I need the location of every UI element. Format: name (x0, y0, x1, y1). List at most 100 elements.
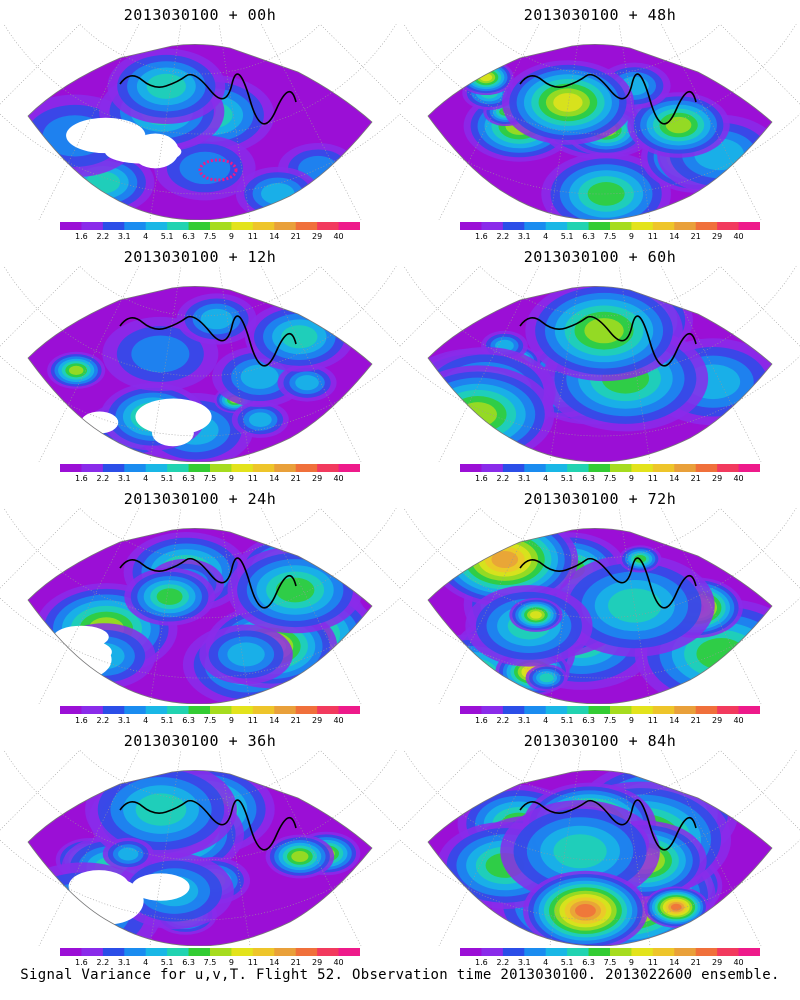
colorbar: 1.6 2.2 3.1 4 5.1 6.3 7.5 9 11 14 21 29 40 (60, 222, 360, 240)
colorbar-label: 7.5 (204, 958, 217, 966)
colorbar-swatch (567, 222, 590, 230)
colorbar-swatch (738, 948, 760, 956)
colorbar-label: 4 (543, 958, 548, 966)
variance-map (400, 508, 800, 704)
colorbar-swatch (481, 706, 504, 714)
forecast-panel: 2013030100 + 00h 1.6 2.2 3.1 4 5.1 6.3 7.5 9 11 14… (0, 0, 400, 240)
colorbar-label: 11 (648, 232, 658, 240)
colorbar: 1.6 2.2 3.1 4 5.1 6.3 7.5 9 11 14 21 29 40 (460, 464, 760, 482)
colorbar-swatch (545, 706, 568, 714)
colorbar-swatch (338, 948, 360, 956)
colorbar-swatch (460, 948, 482, 956)
colorbar-label: 5.1 (561, 232, 574, 240)
colorbar-label: 4 (543, 232, 548, 240)
colorbar-swatch (167, 948, 190, 956)
colorbar-swatch (338, 222, 360, 230)
colorbar-label: 7.5 (204, 474, 217, 482)
colorbar-label: 2.2 (96, 716, 109, 724)
colorbar-swatch (588, 948, 611, 956)
colorbar-swatch (102, 706, 125, 714)
colorbar-label: 9 (629, 474, 634, 482)
colorbar-label: 2.2 (496, 716, 509, 724)
colorbar-swatch (317, 706, 340, 714)
colorbar-label: 11 (248, 232, 258, 240)
colorbar: 1.6 2.2 3.1 4 5.1 6.3 7.5 9 11 14 21 29 40 (60, 706, 360, 724)
colorbar-swatch (610, 222, 632, 230)
colorbar-label: 6.3 (582, 716, 595, 724)
colorbar-swatch (188, 464, 211, 472)
colorbar-label: 5.1 (561, 716, 574, 724)
colorbar-label: 4 (143, 958, 148, 966)
colorbar-swatch (317, 464, 340, 472)
colorbar-swatch (695, 464, 718, 472)
colorbar-label: 5.1 (561, 474, 574, 482)
colorbar-label: 6.3 (182, 958, 195, 966)
colorbar-label: 1.6 (475, 716, 488, 724)
colorbar-swatch (717, 706, 740, 714)
colorbar-label: 6.3 (582, 232, 595, 240)
colorbar-label: 7.5 (604, 232, 617, 240)
colorbar-label: 3.1 (118, 232, 131, 240)
colorbar-label: 40 (733, 958, 743, 966)
colorbar-label: 5.1 (161, 232, 174, 240)
colorbar-label: 11 (248, 474, 258, 482)
colorbar-label: 14 (269, 958, 279, 966)
variance-map (0, 750, 400, 946)
colorbar-swatch (545, 222, 568, 230)
colorbar-label: 7.5 (204, 716, 217, 724)
figure-caption: Signal Variance for u,v,T. Flight 52. Ob… (20, 967, 780, 983)
colorbar-label: 3.1 (518, 232, 531, 240)
colorbar-swatch (502, 948, 525, 956)
colorbar-label: 29 (312, 958, 322, 966)
colorbar-label: 9 (629, 232, 634, 240)
colorbar-swatch (524, 464, 547, 472)
colorbar-label: 1.6 (75, 716, 88, 724)
colorbar-swatch (652, 222, 675, 230)
colorbar-label: 2.2 (96, 232, 109, 240)
colorbar-swatch (145, 464, 168, 472)
colorbar-label: 5.1 (161, 958, 174, 966)
colorbar-swatch (317, 948, 340, 956)
forecast-panel: 2013030100 + 12h 1.6 2.2 3.1 4 5.1 6.3 7.5 9 11 14… (0, 242, 400, 482)
colorbar-label: 21 (291, 474, 301, 482)
colorbar-swatch (481, 222, 504, 230)
colorbar-swatch (717, 948, 740, 956)
variance-map (0, 508, 400, 704)
colorbar-label: 11 (648, 958, 658, 966)
colorbar-swatch (588, 706, 611, 714)
forecast-panel: 2013030100 + 84h 1.6 2.2 3.1 4 5.1 6.3 7.5 9 11 14… (400, 726, 800, 966)
panel-title: 2013030100 + 12h (123, 248, 277, 266)
colorbar-swatch (738, 706, 760, 714)
colorbar-label: 4 (543, 474, 548, 482)
forecast-panel: 2013030100 + 72h 1.6 2.2 3.1 4 5.1 6.3 7.5 9 11 14… (400, 484, 800, 724)
colorbar-swatch (274, 222, 297, 230)
colorbar-label: 1.6 (475, 474, 488, 482)
colorbar-swatch (145, 222, 168, 230)
colorbar-label: 14 (269, 474, 279, 482)
colorbar-label: 21 (291, 958, 301, 966)
colorbar-swatch (60, 222, 82, 230)
panel-title: 2013030100 + 84h (523, 732, 677, 750)
colorbar-swatch (295, 706, 318, 714)
colorbar-swatch (481, 464, 504, 472)
colorbar-swatch (295, 222, 318, 230)
colorbar-swatch (60, 706, 82, 714)
colorbar-swatch (188, 222, 211, 230)
colorbar-label: 14 (269, 232, 279, 240)
colorbar-swatch (210, 464, 232, 472)
colorbar-swatch (567, 706, 590, 714)
colorbar-swatch (124, 222, 147, 230)
panel-title: 2013030100 + 24h (123, 490, 277, 508)
colorbar-swatch (274, 948, 297, 956)
forecast-panel: 2013030100 + 36h 1.6 2.2 3.1 4 5.1 6.3 7.5 9 11 14… (0, 726, 400, 966)
colorbar-label: 40 (733, 474, 743, 482)
colorbar-label: 2.2 (496, 474, 509, 482)
colorbar-swatch (674, 464, 697, 472)
colorbar-label: 5.1 (561, 958, 574, 966)
colorbar-label: 40 (333, 716, 343, 724)
colorbar-swatch (124, 464, 147, 472)
colorbar-swatch (502, 222, 525, 230)
colorbar-swatch (652, 948, 675, 956)
colorbar-label: 29 (312, 474, 322, 482)
colorbar-label: 40 (333, 474, 343, 482)
